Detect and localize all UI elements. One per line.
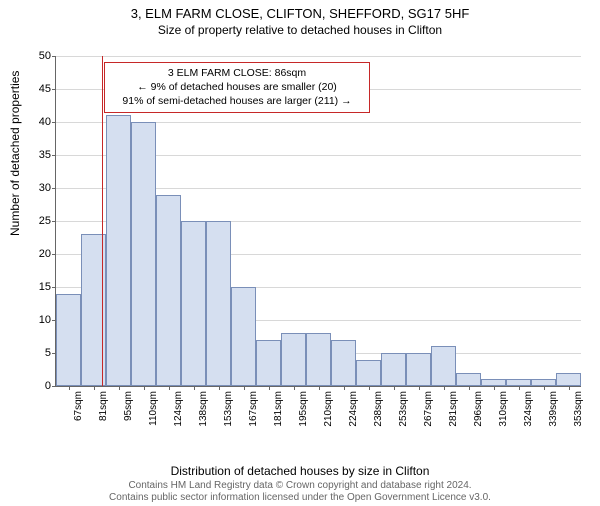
ytick-label: 15 [21, 281, 51, 293]
xtick-label: 339sqm [548, 391, 559, 427]
xtick-label: 81sqm [98, 391, 109, 421]
chart-title-sub: Size of property relative to detached ho… [0, 23, 600, 37]
bar [306, 333, 331, 386]
xtick-label: 67sqm [73, 391, 84, 421]
xtick-mark [244, 386, 245, 390]
ytick-label: 30 [21, 182, 51, 194]
ytick-mark [52, 122, 56, 123]
xtick-mark [469, 386, 470, 390]
footer-line2: Contains public sector information licen… [109, 492, 491, 503]
xtick-label: 124sqm [173, 391, 184, 427]
y-axis-label: Number of detached properties [8, 71, 22, 236]
bar [231, 287, 256, 386]
xtick-mark [394, 386, 395, 390]
bar [131, 122, 156, 386]
xtick-label: 138sqm [198, 391, 209, 427]
xtick-label: 324sqm [523, 391, 534, 427]
ytick-label: 5 [21, 347, 51, 359]
chart-area: 0510152025303540455067sqm81sqm95sqm110sq… [55, 56, 580, 426]
xtick-label: 224sqm [348, 391, 359, 427]
xtick-mark [294, 386, 295, 390]
xtick-label: 95sqm [123, 391, 134, 421]
bar [281, 333, 306, 386]
bar [206, 221, 231, 386]
xtick-label: 195sqm [298, 391, 309, 427]
xtick-mark [119, 386, 120, 390]
bar [181, 221, 206, 386]
bar [331, 340, 356, 386]
ytick-label: 25 [21, 215, 51, 227]
bar [356, 360, 381, 386]
xtick-label: 353sqm [573, 391, 584, 427]
xtick-label: 167sqm [248, 391, 259, 427]
footer-line1: Contains HM Land Registry data © Crown c… [128, 480, 471, 491]
bar [556, 373, 581, 386]
ytick-label: 10 [21, 314, 51, 326]
bar [506, 379, 531, 386]
xtick-label: 310sqm [498, 391, 509, 427]
xtick-mark [69, 386, 70, 390]
footer-text: Contains HM Land Registry data © Crown c… [0, 480, 600, 504]
xtick-mark [519, 386, 520, 390]
bar [531, 379, 556, 386]
bar [156, 195, 181, 386]
ytick-mark [52, 287, 56, 288]
xtick-label: 238sqm [373, 391, 384, 427]
annotation-line3: 91% of semi-detached houses are larger (… [122, 95, 351, 107]
gridline [56, 56, 581, 57]
plot-region: 0510152025303540455067sqm81sqm95sqm110sq… [55, 56, 581, 387]
ytick-label: 35 [21, 149, 51, 161]
xtick-label: 181sqm [273, 391, 284, 427]
xtick-label: 267sqm [423, 391, 434, 427]
ytick-label: 20 [21, 248, 51, 260]
bar [481, 379, 506, 386]
xtick-label: 153sqm [223, 391, 234, 427]
xtick-label: 110sqm [148, 391, 159, 426]
xtick-mark [169, 386, 170, 390]
annotation-line1: 3 ELM FARM CLOSE: 86sqm [168, 67, 306, 79]
bar [56, 294, 81, 386]
ytick-label: 50 [21, 50, 51, 62]
bar [106, 115, 131, 386]
xtick-mark [369, 386, 370, 390]
xtick-mark [344, 386, 345, 390]
xtick-mark [544, 386, 545, 390]
xtick-label: 210sqm [323, 391, 334, 427]
ytick-mark [52, 89, 56, 90]
ytick-label: 40 [21, 116, 51, 128]
bar [406, 353, 431, 386]
xtick-label: 296sqm [473, 391, 484, 427]
ytick-label: 45 [21, 83, 51, 95]
xtick-mark [419, 386, 420, 390]
annotation-box: 3 ELM FARM CLOSE: 86sqm ← 9% of detached … [104, 62, 370, 113]
ytick-mark [52, 56, 56, 57]
x-axis-label: Distribution of detached houses by size … [0, 464, 600, 478]
bar [256, 340, 281, 386]
xtick-mark [269, 386, 270, 390]
chart-title-main: 3, ELM FARM CLOSE, CLIFTON, SHEFFORD, SG… [0, 6, 600, 21]
ytick-mark [52, 155, 56, 156]
xtick-mark [444, 386, 445, 390]
xtick-mark [194, 386, 195, 390]
bar [431, 346, 456, 386]
xtick-mark [144, 386, 145, 390]
annotation-line2: ← 9% of detached houses are smaller (20) [137, 81, 337, 93]
ytick-mark [52, 188, 56, 189]
xtick-label: 281sqm [448, 391, 459, 427]
ytick-mark [52, 386, 56, 387]
xtick-mark [494, 386, 495, 390]
bar [381, 353, 406, 386]
bar [456, 373, 481, 386]
xtick-mark [94, 386, 95, 390]
xtick-mark [219, 386, 220, 390]
xtick-mark [569, 386, 570, 390]
xtick-label: 253sqm [398, 391, 409, 427]
ytick-label: 0 [21, 380, 51, 392]
ytick-mark [52, 221, 56, 222]
ytick-mark [52, 254, 56, 255]
xtick-mark [319, 386, 320, 390]
